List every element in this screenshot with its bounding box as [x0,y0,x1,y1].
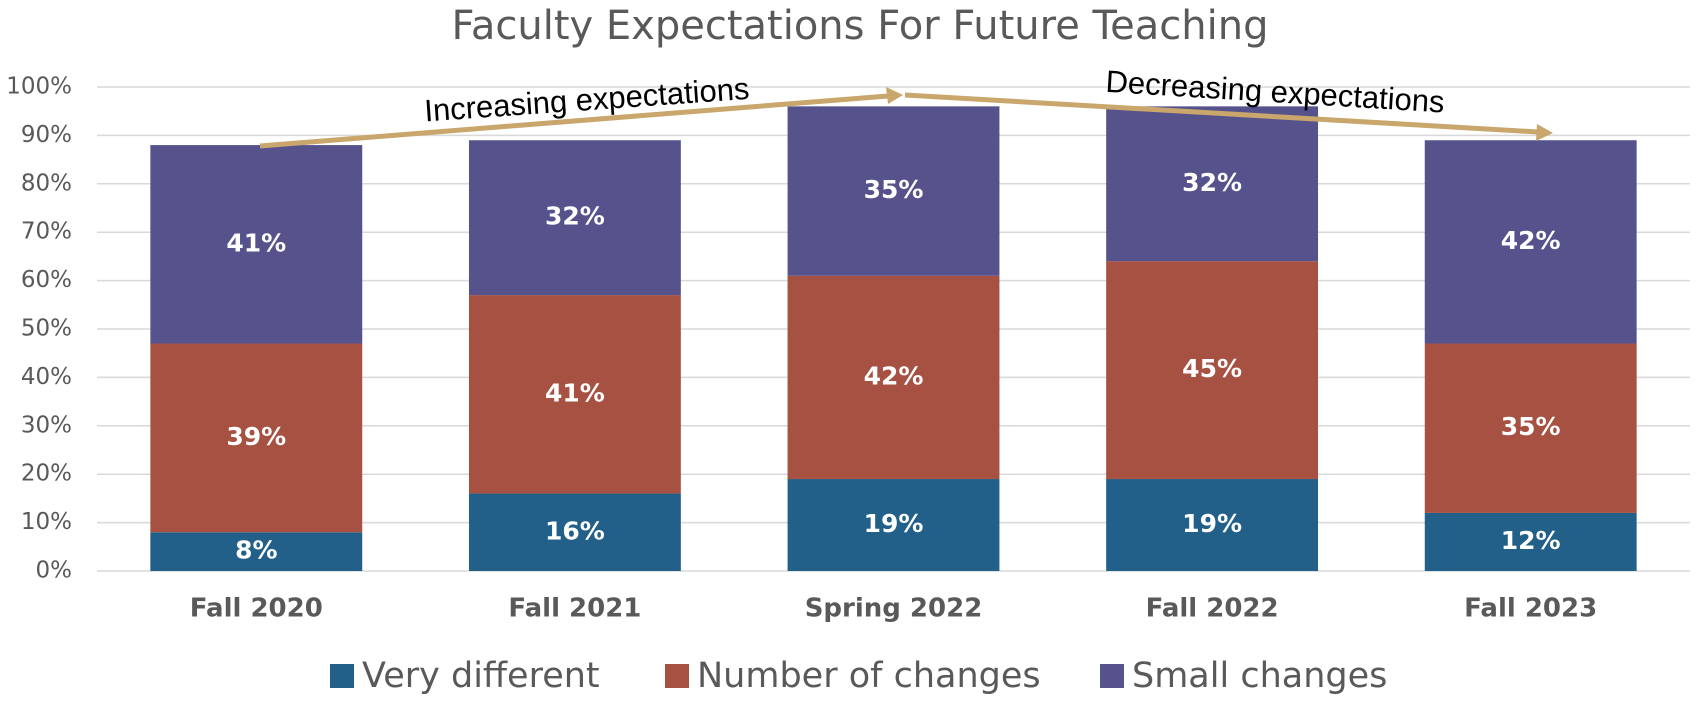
bar-segment [468,140,681,296]
y-tick-label: 70% [21,219,72,245]
y-tick-label: 20% [21,461,72,487]
y-tick-label: 0% [36,558,73,584]
legend-swatch [330,664,354,688]
bar-segment [1106,261,1319,480]
x-tick-label: Fall 2023 [1464,594,1597,624]
y-tick-label: 50% [21,316,72,342]
arrow-line [259,93,889,149]
legend-label: Small changes [1132,656,1387,696]
y-tick-label: 100% [6,74,72,100]
data-label: 35% [864,175,924,204]
trend-arrows [259,87,1553,149]
x-tick-label: Fall 2021 [508,594,641,624]
arrow-head [1536,124,1553,141]
bar-segment [468,295,681,494]
bar-segment [1106,479,1319,571]
data-label: 45% [1182,354,1242,383]
legend-swatch [665,664,689,688]
data-label: 16% [545,516,605,545]
data-label: 39% [226,422,286,451]
data-label: 35% [1501,412,1561,441]
y-tick-label: 80% [21,170,72,196]
legend-swatch [1100,664,1124,688]
arrow-head [886,87,903,104]
data-label: 12% [1501,526,1561,555]
legend-label: Number of changes [697,656,1041,696]
x-tick-label: Spring 2022 [805,594,983,624]
y-tick-label: 60% [21,267,72,293]
bar-segment [150,532,363,571]
data-label: 41% [226,228,286,257]
bar-segment [787,106,1000,276]
bar-segment [1424,140,1637,344]
chart-title: Faculty Expectations For Future Teaching [452,3,1269,49]
bar-segment [1424,512,1637,571]
bar-segment [150,343,363,533]
data-label: 32% [1182,168,1242,197]
data-label: 8% [235,536,277,565]
bar-segment [150,145,363,344]
x-tick-label: Fall 2020 [190,594,323,624]
data-label: 32% [545,202,605,231]
y-tick-label: 30% [21,412,72,438]
bar-segment [1424,343,1637,513]
bar-segment [1106,106,1319,262]
data-label: 42% [864,361,924,390]
legend-label: Very different [362,656,600,696]
y-tick-label: 10% [21,509,72,535]
plot-area: 0% 10% 20% 30% 40% 50% 60% 70% 80% 90% 100% 8% 39% 41… [6,74,1690,696]
data-label: 41% [545,378,605,407]
data-label: 42% [1501,226,1561,255]
data-label: 19% [864,509,924,538]
arrow-line [904,92,1539,135]
y-tick-label: 40% [21,364,72,390]
y-tick-label: 90% [21,122,72,148]
data-label: 19% [1182,509,1242,538]
bar-segment [468,493,681,571]
bar-segment [787,479,1000,571]
bar-segment [787,275,1000,480]
x-tick-label: Fall 2022 [1146,594,1279,624]
